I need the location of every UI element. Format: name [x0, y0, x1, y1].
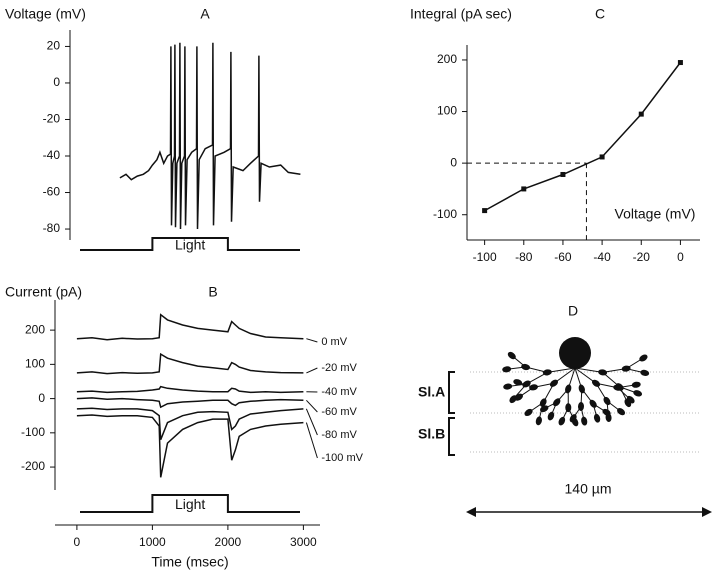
- dendrite: [547, 367, 576, 373]
- y-tick-label: -80: [43, 221, 61, 235]
- x-axis-title: Voltage (mV): [615, 206, 696, 222]
- scale-label: 140 µm: [565, 481, 612, 497]
- marker: [482, 208, 488, 214]
- series-label: -40 mV: [321, 386, 357, 398]
- cell-body: [559, 337, 591, 369]
- dendrite: [574, 367, 603, 373]
- y-tick-label: 0: [38, 391, 45, 405]
- stimulus-label: Light: [175, 237, 205, 253]
- trace: [76, 397, 304, 409]
- y-tick-label: 20: [47, 39, 61, 53]
- axis-title: Voltage (mV): [5, 6, 86, 22]
- spine-cell: [593, 413, 601, 423]
- x-tick-label: 1000: [139, 535, 166, 549]
- trace: [76, 414, 304, 478]
- spine-cell: [503, 383, 513, 390]
- axis-title: Current (pA): [5, 284, 82, 300]
- spine-cell: [509, 395, 517, 404]
- marker: [521, 186, 527, 192]
- y-tick-label: -40: [43, 148, 61, 162]
- spine-cell: [581, 416, 588, 426]
- x-tick-label: 0: [74, 535, 81, 549]
- x-tick-label: -60: [554, 250, 572, 264]
- label-leader: [305, 422, 318, 459]
- y-tick-label: 100: [25, 357, 45, 371]
- y-tick-label: -60: [43, 185, 61, 199]
- marker: [599, 154, 605, 160]
- y-tick-label: -200: [21, 459, 45, 473]
- x-tick-label: 3000: [290, 535, 317, 549]
- panel-letter: D: [568, 303, 578, 319]
- x-axis-title: Time (msec): [151, 554, 228, 570]
- y-tick-label: 0: [450, 155, 457, 169]
- x-tick-label: -100: [473, 250, 497, 264]
- spine-cell: [640, 369, 650, 376]
- spine-cell: [524, 408, 533, 417]
- spine-cell: [514, 393, 523, 401]
- spine-cell: [513, 379, 523, 386]
- spine-cell: [617, 408, 626, 416]
- series-label: -20 mV: [321, 362, 357, 374]
- panel-letter: A: [200, 6, 210, 22]
- series-label: -60 mV: [321, 406, 357, 418]
- spine-cell: [539, 405, 549, 413]
- x-tick-label: 0: [677, 250, 684, 264]
- series-label: -100 mV: [321, 452, 363, 464]
- trace: [76, 407, 304, 440]
- layer-bracket: [448, 371, 455, 456]
- y-tick-label: 100: [437, 104, 457, 118]
- x-tick-label: 2000: [215, 535, 242, 549]
- y-tick-label: -20: [43, 112, 61, 126]
- label-leader: [305, 408, 318, 436]
- stimulus: [80, 237, 300, 251]
- series-label: 0 mV: [321, 336, 347, 348]
- y-tick-label: -100: [433, 207, 457, 221]
- spine-cell: [639, 354, 648, 362]
- spine-cell: [605, 413, 612, 423]
- y-tick-label: -100: [21, 425, 45, 439]
- spine-cell: [633, 390, 643, 397]
- axis-title: Integral (pA sec): [410, 6, 512, 22]
- x-tick-label: -40: [593, 250, 611, 264]
- marker: [560, 171, 566, 177]
- series-label: -80 mV: [321, 429, 357, 441]
- panel-letter: B: [208, 284, 217, 300]
- spine-cell: [547, 411, 555, 421]
- panel-d: D Sl.A Sl.B 140 µm: [418, 303, 712, 517]
- y-tick-label: 0: [53, 75, 60, 89]
- panel-letter: C: [595, 6, 605, 22]
- spine-cell: [631, 381, 641, 388]
- spine-cell: [507, 351, 516, 360]
- layer-label: Sl.A: [418, 384, 445, 400]
- trace: [76, 313, 304, 341]
- marker: [677, 60, 683, 66]
- spine-cell: [535, 416, 542, 426]
- stimulus-label: Light: [175, 496, 205, 512]
- x-tick-label: -80: [515, 250, 533, 264]
- label-leader: [306, 367, 318, 374]
- trace: [76, 385, 304, 394]
- spine-cell: [624, 398, 632, 408]
- marker: [638, 111, 644, 117]
- y-tick-label: 200: [437, 52, 457, 66]
- label-leader: [306, 399, 318, 413]
- x-tick-label: -20: [633, 250, 651, 264]
- layer-label: Sl.B: [418, 426, 445, 442]
- label-leader: [306, 338, 318, 343]
- spine-cell: [569, 414, 577, 423]
- stimulus: [80, 494, 300, 513]
- spine-cell: [502, 366, 512, 373]
- spine-cell: [558, 416, 566, 426]
- y-tick-label: 200: [25, 322, 45, 336]
- trace: [76, 352, 304, 375]
- trace: [119, 42, 301, 230]
- trace: [484, 62, 681, 212]
